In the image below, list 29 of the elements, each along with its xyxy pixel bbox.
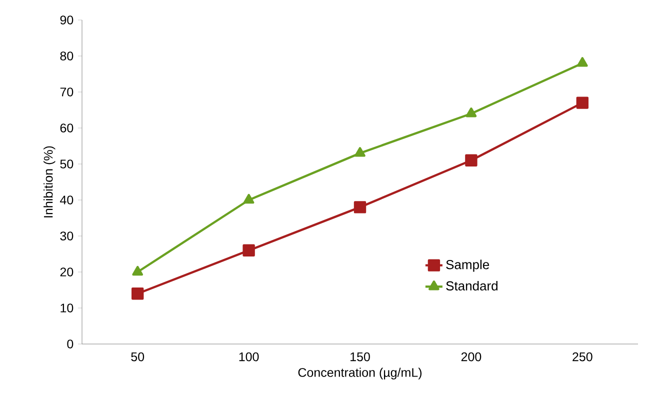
- point: [243, 194, 254, 204]
- point: [132, 288, 144, 300]
- y-tick-label: 80: [60, 52, 74, 60]
- point: [576, 96, 589, 109]
- point: [465, 154, 478, 166]
- y-axis-title: Inhibition (%): [44, 146, 56, 218]
- point: [466, 108, 477, 118]
- x-tick-label: 250: [572, 352, 592, 362]
- point: [132, 266, 144, 276]
- y-tick-label: 20: [60, 268, 74, 276]
- y-tick-label: 40: [60, 196, 74, 204]
- y-tick-label: 30: [60, 232, 74, 240]
- point: [354, 201, 366, 214]
- x-tick-label: 100: [239, 352, 259, 362]
- y-tick-label: 10: [60, 304, 74, 312]
- point: [354, 147, 366, 157]
- x-tick-label: 150: [350, 352, 370, 362]
- x-tick-label: 50: [131, 352, 144, 362]
- x-tick-label: 200: [461, 352, 482, 362]
- y-tick-label: 90: [60, 16, 74, 24]
- y-tick-label: 0: [67, 340, 74, 348]
- legend-label: Standard: [446, 280, 498, 290]
- y-tick-label: 70: [60, 88, 74, 96]
- x-axis-title: Concentration (µg/mL): [298, 368, 422, 380]
- y-tick-label: 60: [60, 124, 74, 132]
- legend-label: Sample: [446, 260, 490, 272]
- point: [576, 57, 588, 67]
- y-tick-label: 50: [60, 160, 74, 168]
- point: [242, 244, 255, 256]
